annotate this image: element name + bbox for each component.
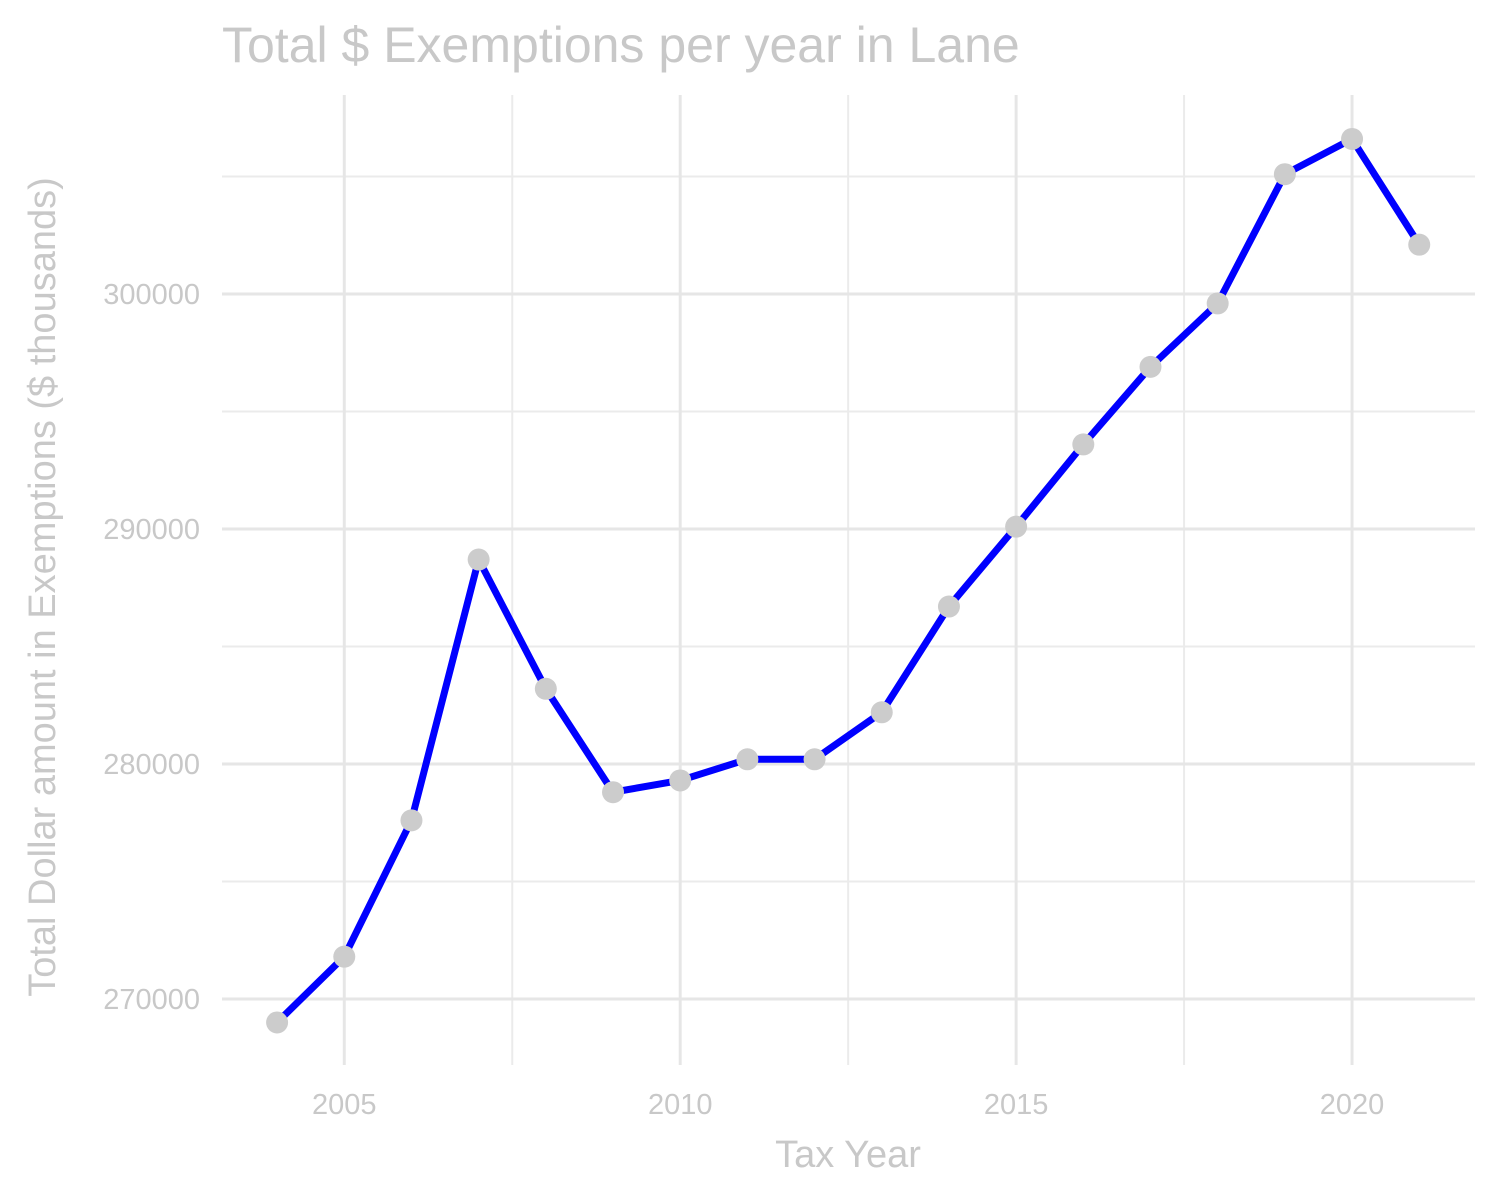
x-axis-label: Tax Year xyxy=(775,1134,921,1176)
data-point xyxy=(937,595,960,618)
data-line xyxy=(274,135,1423,1025)
data-point xyxy=(333,945,356,968)
data-point xyxy=(669,769,692,792)
data-point xyxy=(803,748,826,771)
data-point xyxy=(1139,355,1162,378)
data-point xyxy=(1408,233,1431,256)
data-point xyxy=(870,701,893,724)
data-point xyxy=(1273,163,1296,186)
data-point xyxy=(534,677,557,700)
data-point xyxy=(1206,292,1229,315)
x-tick-label: 2005 xyxy=(312,1089,377,1121)
y-tick-label: 270000 xyxy=(103,984,200,1016)
data-point xyxy=(400,809,423,832)
x-tick-label: 2020 xyxy=(1320,1089,1385,1121)
x-tick-label: 2010 xyxy=(648,1089,713,1121)
data-point xyxy=(1341,127,1364,150)
data-point xyxy=(602,781,625,804)
data-point xyxy=(1072,433,1095,456)
y-tick-label: 280000 xyxy=(103,749,200,781)
data-point xyxy=(1005,515,1028,538)
chart-title: Total $ Exemptions per year in Lane xyxy=(222,17,1020,73)
y-axis-label: Total Dollar amount in Exemptions ($ tho… xyxy=(22,177,64,997)
data-point xyxy=(266,1011,289,1034)
y-tick-label: 290000 xyxy=(103,514,200,546)
x-tick-label: 2015 xyxy=(984,1089,1049,1121)
y-tick-label: 300000 xyxy=(103,279,200,311)
data-point xyxy=(736,748,759,771)
data-point xyxy=(467,548,490,571)
